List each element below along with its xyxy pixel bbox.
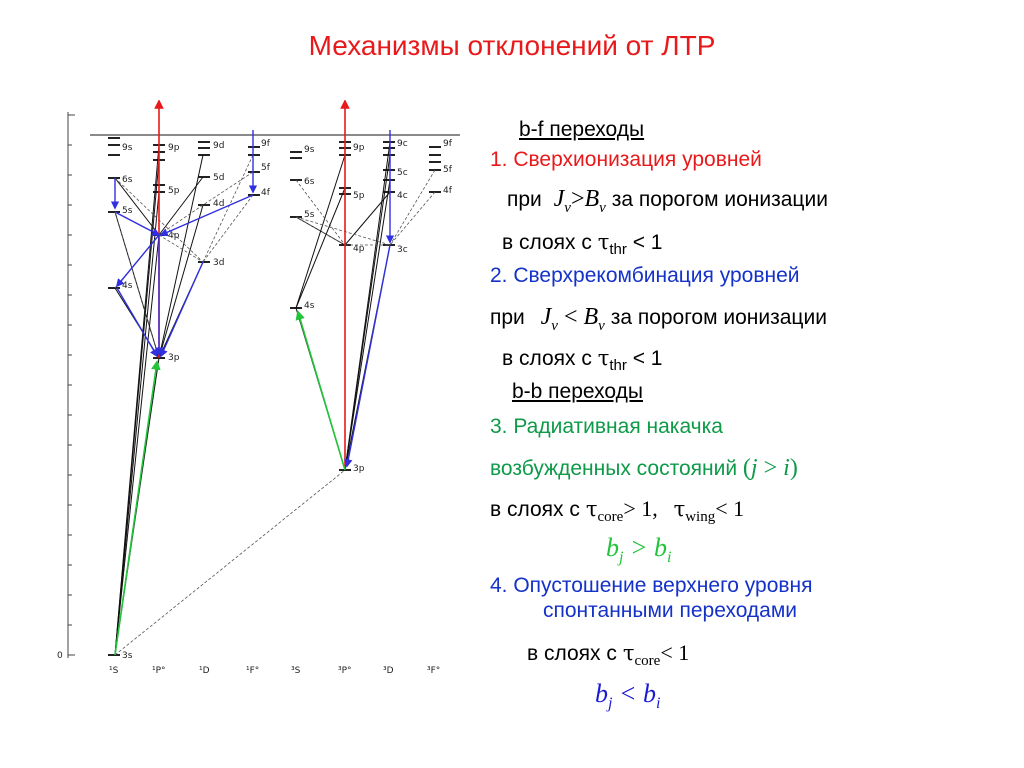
item1-layers: в слоях с τthr < 1 [502, 230, 663, 259]
svg-text:4p: 4p [353, 244, 365, 254]
svg-text:9c: 9c [397, 139, 408, 149]
bj-lt-bi: bj < bi [595, 679, 661, 713]
item1-title: 1. Сверхионизация уровней [490, 148, 762, 171]
svg-text:5f: 5f [261, 163, 271, 173]
svg-text:4s: 4s [122, 281, 133, 291]
svg-text:³P°: ³P° [338, 666, 352, 676]
recombination-arrows [110, 130, 395, 468]
svg-text:3p: 3p [168, 353, 180, 363]
item2-title: 2. Сверхрекомбинация уровней [490, 264, 800, 287]
svg-text:4d: 4d [213, 199, 224, 209]
term-labels: ¹S ¹P° ¹D ¹F° ³S ³P° ³D ³F° [109, 666, 440, 676]
grotrian-diagram: 0 9s 6s 5s 4s 3s [57, 100, 460, 676]
svg-text:9f: 9f [443, 139, 453, 149]
svg-text:5s: 5s [304, 210, 315, 220]
triplet-level-labels: 9s 6s 5s 4s 9p 5p 4p 3p 9c 5c 4c 3c 9f 5… [304, 139, 453, 474]
svg-text:³F°: ³F° [427, 666, 440, 676]
item2-layers: в слоях с τthr < 1 [502, 346, 663, 375]
svg-text:6s: 6s [304, 177, 315, 187]
svg-text:3c: 3c [397, 245, 408, 255]
svg-text:3d: 3d [213, 258, 224, 268]
svg-text:9f: 9f [261, 139, 271, 149]
singlet-level-labels: 9s 6s 5s 4s 3s 9p 5p 4p 3p 9d 5d 4d 3d 9… [122, 139, 271, 661]
svg-text:4p: 4p [168, 231, 180, 241]
bb-heading: b-b переходы [512, 380, 643, 403]
item4-line2: спонтанными переходами [543, 599, 798, 622]
slide-title: Механизмы отклонений от ЛТР [308, 30, 716, 61]
svg-text:3p: 3p [353, 464, 365, 474]
svg-text:³S: ³S [291, 666, 301, 676]
svg-text:9p: 9p [168, 143, 180, 153]
svg-text:¹F°: ¹F° [246, 666, 259, 676]
svg-text:5s: 5s [122, 206, 133, 216]
item3-layers: в слоях с τcore> 1, τwing< 1 [490, 496, 745, 526]
svg-text:¹P°: ¹P° [152, 666, 166, 676]
triplet-levels [290, 141, 441, 471]
bf-heading: b-f переходы [519, 118, 645, 141]
svg-text:5p: 5p [353, 191, 365, 201]
svg-text:³D: ³D [383, 666, 394, 676]
svg-text:9d: 9d [213, 141, 224, 151]
svg-text:4f: 4f [443, 186, 453, 196]
svg-text:4c: 4c [397, 191, 408, 201]
pumping-arrows [114, 310, 346, 656]
svg-text:5f: 5f [443, 165, 453, 175]
svg-text:9s: 9s [122, 143, 133, 153]
item3-line1: 3. Радиативная накачка [490, 415, 723, 438]
svg-text:¹D: ¹D [199, 666, 210, 676]
svg-text:¹S: ¹S [109, 666, 119, 676]
energy-axis [67, 112, 75, 658]
svg-text:3s: 3s [122, 651, 133, 661]
svg-text:9p: 9p [353, 143, 365, 153]
item3-line2: возбужденных состояний (j > i) [490, 455, 798, 481]
item4-line1: 4. Опустошение верхнего уровня [490, 574, 813, 597]
svg-text:9s: 9s [304, 145, 315, 155]
svg-text:5p: 5p [168, 186, 180, 196]
transition-lines [114, 141, 391, 656]
svg-text:5d: 5d [213, 173, 224, 183]
svg-text:4s: 4s [304, 301, 315, 311]
bj-gt-bi: bj > bi [606, 533, 672, 567]
item4-layers: в слоях с τcore< 1 [527, 640, 690, 670]
zero-label: 0 [57, 651, 63, 661]
item1-condition: при Jν>Bν за порогом ионизации [507, 186, 828, 216]
svg-text:4f: 4f [261, 188, 271, 198]
item2-condition: при Jν < Bν за порогом ионизации [490, 304, 827, 334]
svg-text:6s: 6s [122, 175, 133, 185]
svg-text:5c: 5c [397, 168, 408, 178]
